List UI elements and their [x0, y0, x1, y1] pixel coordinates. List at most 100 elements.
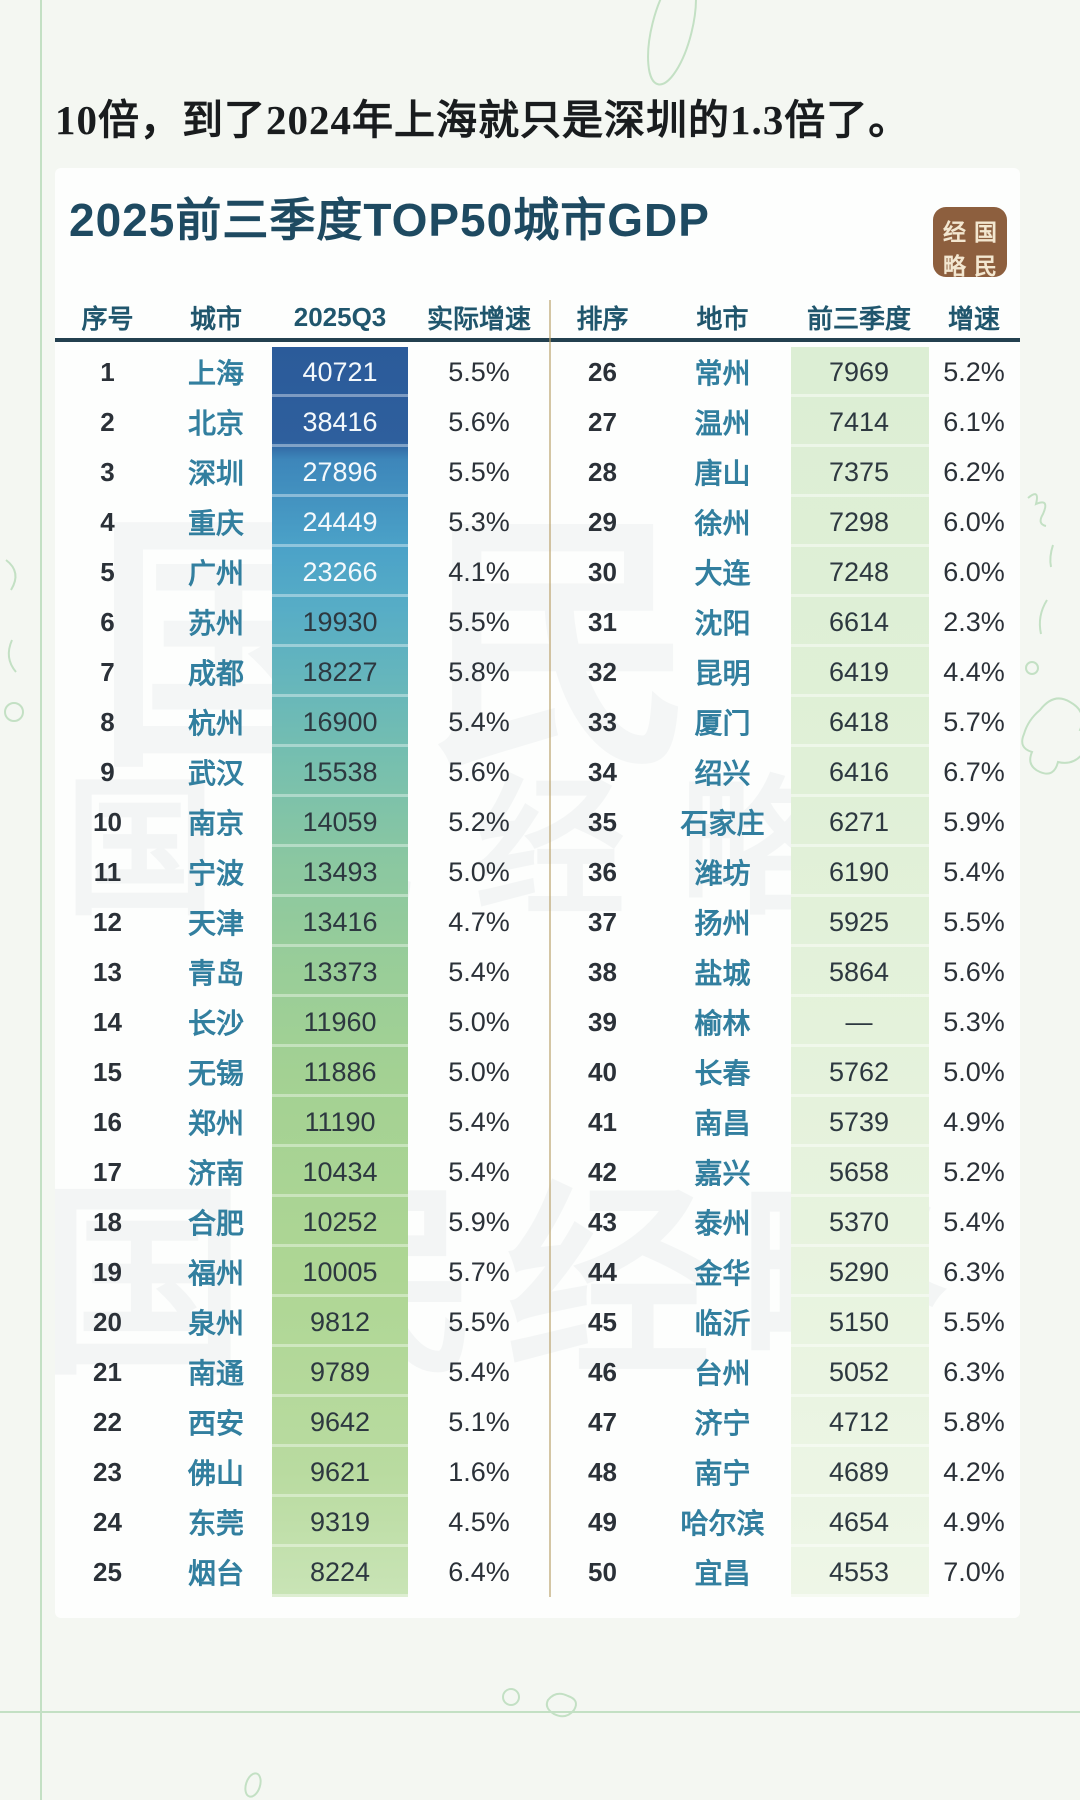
gdp-value-cell: 13373	[302, 956, 378, 987]
growth-cell: 5.6%	[448, 756, 510, 787]
gdp-value-cell: 6271	[828, 806, 890, 837]
growth-cell: 4.1%	[448, 556, 510, 587]
city-cell: 北京	[187, 408, 244, 439]
table-row: 15 无锡 11886 5.0% 40 长春 5762 5.0%	[55, 1047, 1020, 1097]
city-cell: 厦门	[694, 708, 751, 739]
city-cell: 郑州	[187, 1108, 244, 1139]
rank-cell: 13	[93, 956, 122, 987]
rank-cell: 6	[100, 606, 115, 637]
rank-cell: 24	[93, 1506, 122, 1537]
rank-cell: 5	[100, 556, 115, 587]
rank-cell: 25	[93, 1556, 122, 1587]
city-cell: 济宁	[694, 1408, 751, 1439]
growth-cell: 5.4%	[448, 706, 510, 737]
growth-cell: 4.5%	[448, 1506, 510, 1537]
growth-cell: 4.4%	[943, 656, 1005, 687]
gdp-value-cell: 5370	[828, 1206, 890, 1237]
growth-cell: 5.5%	[448, 356, 510, 387]
growth-cell: 7.0%	[943, 1556, 1005, 1587]
city-cell: 昆明	[694, 658, 751, 689]
table-row: 6 苏州 19930 5.5% 31 沈阳 6614 2.3%	[55, 597, 1020, 647]
logo-char: 略	[943, 254, 966, 279]
growth-cell: 5.5%	[448, 456, 510, 487]
city-cell: 扬州	[694, 908, 751, 939]
table-row: 14 长沙 11960 5.0% 39 榆林 — 5.3%	[55, 997, 1020, 1047]
gdp-value-cell: 27896	[302, 456, 378, 487]
rank-cell: 38	[588, 956, 617, 987]
gdp-value-cell: 7969	[828, 356, 890, 387]
column-header: 序号	[81, 303, 134, 334]
growth-cell: 4.9%	[943, 1506, 1005, 1537]
gdp-value-cell: 40721	[302, 356, 378, 387]
table-row: 2 北京 38416 5.6% 27 温州 7414 6.1%	[55, 397, 1020, 447]
rank-cell: 16	[93, 1106, 122, 1137]
gdp-value-cell: 11886	[303, 1056, 377, 1087]
column-header: 排序	[576, 303, 629, 334]
table-row: 19 福州 10005 5.7% 44 金华 5290 6.3%	[55, 1247, 1020, 1297]
city-cell: 南昌	[694, 1108, 751, 1139]
gdp-value-cell: 5864	[828, 956, 890, 987]
gdp-value-cell: 4654	[828, 1506, 890, 1537]
city-cell: 广州	[187, 558, 244, 589]
table-row: 1 上海 40721 5.5% 26 常州 7969 5.2%	[55, 347, 1020, 397]
city-cell: 长沙	[187, 1008, 244, 1039]
gdp-value-cell: 11960	[303, 1006, 377, 1037]
table-row: 4 重庆 24449 5.3% 29 徐州 7298 6.0%	[55, 497, 1020, 547]
growth-cell: 5.0%	[448, 856, 510, 887]
gdp-value-cell: 4553	[828, 1556, 890, 1587]
table-body: 1 上海 40721 5.5% 26 常州 7969 5.2% 2 北京 38416 5.6% 27 温州…	[55, 347, 1020, 1597]
rank-cell: 28	[588, 456, 617, 487]
gdp-value-cell: 19930	[302, 606, 378, 637]
growth-cell: 5.1%	[448, 1406, 510, 1437]
header-underline	[55, 338, 1020, 342]
gdp-value-cell: 5658	[828, 1156, 890, 1187]
city-cell: 东莞	[187, 1508, 244, 1539]
gdp-value-cell: 13416	[302, 906, 378, 937]
growth-cell: 4.2%	[943, 1456, 1005, 1487]
rank-cell: 11	[93, 856, 122, 887]
city-cell: 福州	[187, 1258, 244, 1289]
rank-cell: 8	[100, 706, 115, 737]
column-header: 增速	[947, 303, 1000, 334]
gdp-value-cell: 16900	[302, 706, 378, 737]
table-row: 10 南京 14059 5.2% 35 石家庄 6271 5.9%	[55, 797, 1020, 847]
growth-cell: 6.3%	[943, 1356, 1005, 1387]
growth-cell: 5.8%	[943, 1406, 1005, 1437]
growth-cell: 5.0%	[943, 1056, 1005, 1087]
city-cell: 武汉	[187, 758, 244, 789]
rank-cell: 22	[93, 1406, 122, 1437]
city-cell: 长春	[694, 1058, 751, 1089]
city-cell: 金华	[694, 1258, 751, 1289]
rank-cell: 27	[588, 406, 617, 437]
growth-cell: 6.0%	[943, 556, 1005, 587]
growth-cell: 6.0%	[943, 506, 1005, 537]
growth-cell: 5.7%	[943, 706, 1005, 737]
rank-cell: 36	[588, 856, 617, 887]
rank-cell: 4	[100, 506, 115, 537]
gdp-value-cell: 5739	[828, 1106, 890, 1137]
gdp-value-cell: 6416	[828, 756, 890, 787]
growth-cell: 5.4%	[448, 956, 510, 987]
city-cell: 苏州	[187, 608, 244, 639]
gdp-value-band-left	[272, 347, 408, 1597]
city-cell: 合肥	[187, 1208, 244, 1239]
city-cell: 临沂	[694, 1308, 751, 1339]
rank-cell: 48	[588, 1456, 617, 1487]
city-cell: 烟台	[187, 1558, 244, 1589]
rank-cell: 7	[100, 656, 115, 687]
gdp-value-cell: 6419	[828, 656, 890, 687]
rank-cell: 45	[588, 1306, 617, 1337]
city-cell: 常州	[694, 358, 751, 389]
city-cell: 济南	[187, 1158, 244, 1189]
gdp-value-cell: 7298	[828, 506, 890, 537]
rank-cell: 9	[100, 756, 115, 787]
gdp-value-cell: 23266	[302, 556, 378, 587]
city-cell: 佛山	[187, 1458, 244, 1489]
gdp-value-cell: 5925	[828, 906, 890, 937]
growth-cell: 5.0%	[448, 1056, 510, 1087]
gdp-value-band-right	[791, 347, 929, 1597]
rank-cell: 17	[93, 1156, 122, 1187]
table-half-divider	[549, 300, 551, 1597]
city-cell: 榆林	[694, 1008, 751, 1039]
